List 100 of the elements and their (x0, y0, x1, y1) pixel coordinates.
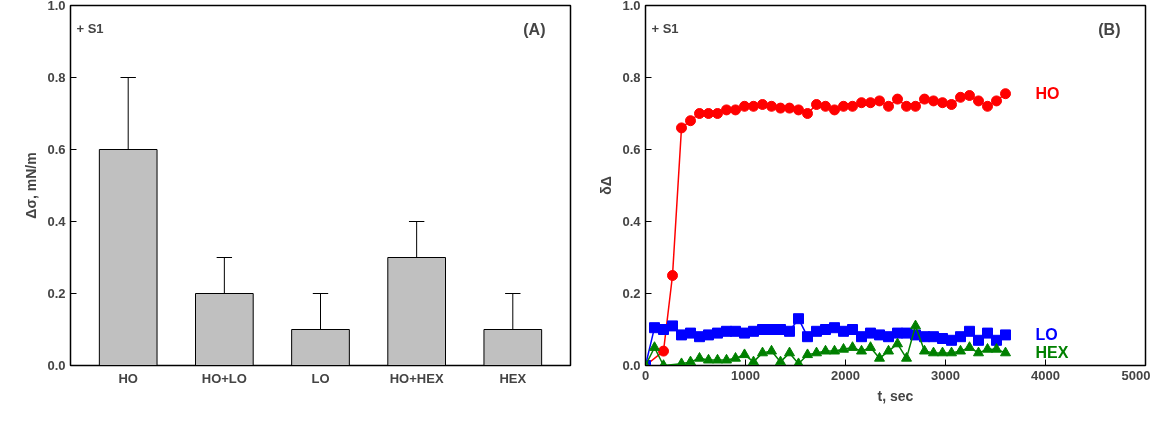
y-tick-label: 0.2 (622, 286, 641, 301)
point (946, 99, 957, 110)
y-axis-title: Δσ, mN/m (23, 152, 40, 219)
point (964, 341, 975, 351)
series-label: HO (1035, 85, 1060, 103)
y-tick-label: 0.4 (622, 214, 642, 229)
point (973, 95, 984, 107)
point (910, 319, 921, 330)
point (982, 327, 993, 339)
point (892, 337, 903, 348)
point (811, 346, 822, 357)
point (919, 344, 930, 355)
point (991, 343, 1002, 353)
point (982, 343, 993, 353)
point (694, 352, 705, 362)
point (883, 100, 894, 112)
point (946, 346, 957, 357)
x-tick-label: HO+LO (201, 370, 247, 386)
point (847, 341, 858, 351)
point (730, 352, 741, 362)
point (802, 108, 813, 119)
point (847, 100, 858, 112)
point (658, 345, 669, 357)
x-tick-label: 1000 (731, 367, 760, 383)
point (784, 346, 795, 357)
x-tick-label: 0 (641, 367, 650, 383)
point (820, 344, 831, 355)
x-axis-title: t, sec (877, 387, 914, 404)
point (838, 343, 849, 353)
point (703, 353, 714, 364)
point (820, 100, 831, 112)
point (973, 346, 984, 357)
point (1000, 346, 1011, 357)
y-tick-label: 0.6 (47, 142, 66, 157)
point (874, 352, 885, 362)
y-tick-label: 0.6 (622, 142, 641, 157)
point (964, 325, 975, 337)
point (667, 320, 678, 332)
x-tick-label: 4000 (1031, 367, 1060, 383)
point (775, 355, 786, 366)
point (901, 352, 912, 362)
point (766, 344, 777, 355)
point (829, 104, 840, 116)
point (1000, 329, 1011, 341)
y-tick-label: 1.0 (622, 0, 641, 13)
series-label: HEX (1035, 344, 1069, 362)
point (766, 100, 777, 112)
point (856, 344, 867, 355)
point (712, 108, 723, 119)
point (982, 100, 993, 112)
point (874, 95, 885, 107)
point (973, 334, 984, 346)
point (865, 97, 876, 109)
point (712, 353, 723, 364)
point (757, 346, 768, 357)
y-tick-label: 0.0 (47, 358, 66, 373)
x-tick-label: 2000 (831, 367, 860, 383)
point (928, 346, 939, 357)
point (865, 341, 876, 351)
x-tick-label: HEX (499, 370, 527, 386)
y-tick-label: 1.0 (47, 0, 66, 13)
x-tick-label: 3000 (931, 367, 960, 383)
x-tick-label: HO+HEX (389, 370, 444, 386)
point (649, 341, 660, 351)
x-tick-label: HO (118, 370, 138, 386)
y-tick-label: 0.8 (622, 70, 641, 85)
x-tick-label: LO (311, 370, 330, 386)
point (685, 115, 696, 127)
series-label: LO (1035, 326, 1058, 344)
y-tick-label: 0.4 (47, 214, 67, 229)
point (1000, 88, 1011, 100)
y-tick-label: 0.2 (47, 286, 66, 301)
point (883, 344, 894, 355)
annotation: + S1 (651, 20, 679, 36)
point (802, 331, 813, 343)
point (955, 344, 966, 355)
point (721, 353, 732, 364)
annotation: + S1 (76, 20, 104, 36)
point (748, 355, 759, 366)
point (784, 325, 795, 337)
point (910, 100, 921, 112)
point (685, 355, 696, 366)
x-tick-label: 5000 (1121, 367, 1151, 383)
point (730, 104, 741, 116)
point (793, 313, 804, 325)
y-axis-title: δΔ (598, 176, 615, 195)
point (892, 93, 903, 105)
y-tick-label: 0.0 (622, 358, 641, 373)
point (991, 95, 1002, 107)
point (739, 348, 750, 359)
point (793, 104, 804, 116)
point (802, 348, 813, 359)
y-tick-label: 0.8 (47, 70, 66, 85)
point (829, 344, 840, 355)
point (937, 346, 948, 357)
point (676, 122, 687, 134)
point (667, 270, 678, 281)
point (955, 331, 966, 343)
annotation: (B) (1098, 20, 1121, 38)
annotation: (A) (523, 20, 546, 38)
